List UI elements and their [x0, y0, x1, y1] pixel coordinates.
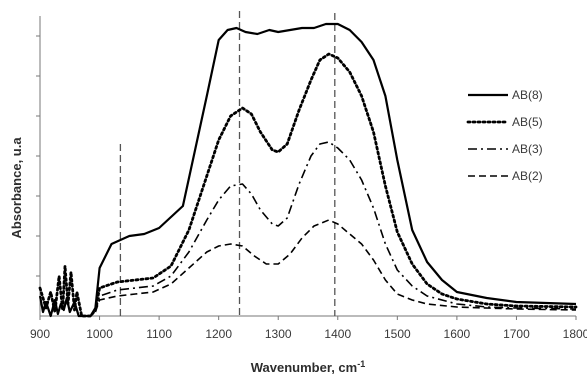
x-tick-label-900: 900: [30, 327, 50, 341]
x-tick-label-1200: 1200: [205, 327, 232, 341]
series-line-ab-3: [94, 141, 577, 313]
series-line-ab-2: [94, 219, 577, 313]
x-tick-label-1700: 1700: [503, 327, 530, 341]
x-tick-label-1600: 1600: [444, 327, 471, 341]
x-tick-label-1400: 1400: [324, 327, 351, 341]
legend-label-ab-2: AB(2): [512, 169, 543, 183]
x-axis-title-superscript: -1: [357, 359, 365, 369]
legend-label-ab-5: AB(5): [512, 115, 543, 129]
x-tick-labels: 900 1000 1100 1200 1300 1400 1500 1600 1700 1800: [30, 327, 587, 341]
legend: AB(8) AB(5) AB(3) AB(2): [466, 88, 543, 183]
x-tick-label-1100: 1100: [146, 327, 172, 341]
reference-lines: [119, 11, 336, 316]
x-tick-label-1500: 1500: [384, 327, 411, 341]
legend-label-ab-8: AB(8): [512, 88, 543, 102]
y-tick-marks: [36, 35, 40, 277]
y-axis-title: Absorbance, u.a: [9, 137, 24, 239]
x-axis-title-main: Wavenumber, cm: [251, 360, 357, 375]
x-axis-title: Wavenumber, cm-1: [251, 359, 365, 375]
x-tick-label-1800: 1800: [563, 327, 587, 341]
x-tick-label-1000: 1000: [86, 327, 113, 341]
series-line-ab-8: [38, 22, 577, 318]
x-tick-marks: [39, 316, 577, 320]
plot-lines: [38, 22, 578, 318]
series-line-ab-5: [38, 52, 578, 318]
x-tick-label-1300: 1300: [265, 327, 292, 341]
legend-label-ab-3: AB(3): [512, 142, 543, 156]
